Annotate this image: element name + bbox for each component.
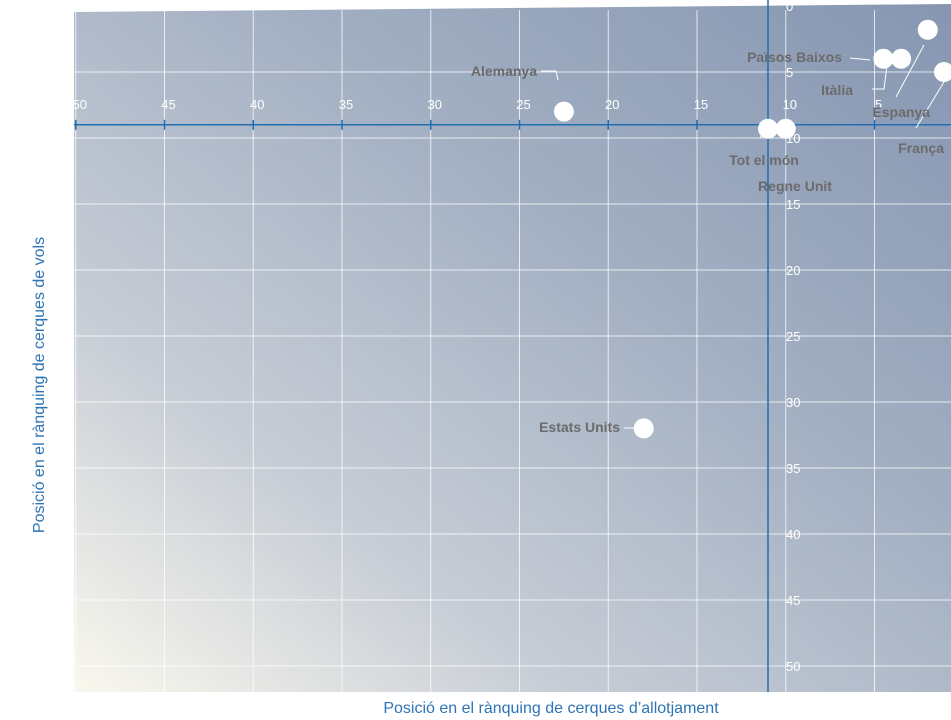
axes (74, 0, 951, 692)
plot-background (74, 4, 951, 692)
y-tick-label: 50 (786, 659, 800, 674)
point-marker (775, 118, 796, 139)
leader-line (541, 70, 559, 81)
y-tick-label: 40 (786, 527, 800, 542)
point-marker (633, 418, 654, 439)
y-tick-label: 15 (786, 197, 800, 212)
point-label: Espanya (872, 104, 930, 120)
leader-line (895, 44, 925, 98)
point-label: Estats Units (539, 419, 620, 435)
point-label: França (898, 140, 944, 156)
y-axis-title: Posició en el rànquing de cerques de vol… (31, 237, 48, 533)
y-tick-label: 35 (786, 461, 800, 476)
x-tick-label: 40 (250, 97, 264, 112)
y-tick-label: 5 (786, 65, 793, 80)
x-axis-title: Posició en el rànquing de cerques d’allo… (383, 700, 719, 717)
x-tick-label: 30 (428, 97, 442, 112)
point-marker (873, 48, 894, 69)
x-tick-label: 10 (783, 97, 797, 112)
leader-line (915, 76, 948, 129)
point-labels: Alemanya Països Baixos Itàlia Espanya França… (471, 49, 944, 435)
x-tick-label: 45 (161, 97, 175, 112)
x-tick-label: 5 (875, 97, 882, 112)
point-label: Alemanya (471, 63, 537, 79)
x-tick-label: 35 (339, 97, 353, 112)
y-tick-label: 45 (786, 593, 800, 608)
leader-line (849, 57, 871, 61)
point-marker (891, 48, 912, 69)
point-marker (758, 118, 778, 139)
x-tick-label: 50 (73, 97, 87, 112)
point-marker (917, 19, 938, 40)
point-marker (934, 62, 951, 82)
point-marker (553, 101, 574, 122)
point-label: Itàlia (821, 82, 853, 98)
y-tick-label: 0 (786, 0, 793, 14)
leader-line (872, 64, 888, 90)
leader-lines (541, 44, 948, 429)
x-tick-label: 20 (605, 97, 619, 112)
y-tick-label: 25 (786, 329, 800, 344)
point-label: Països Baixos (747, 49, 842, 65)
point-label: Regne Unit (758, 178, 832, 194)
x-tick-label: 25 (516, 97, 530, 112)
y-tick-label: 20 (786, 263, 800, 278)
point-label: Tot el món (729, 152, 799, 168)
y-tick-label: 30 (786, 395, 800, 410)
x-tick-label: 15 (694, 97, 708, 112)
data-points (553, 19, 951, 439)
